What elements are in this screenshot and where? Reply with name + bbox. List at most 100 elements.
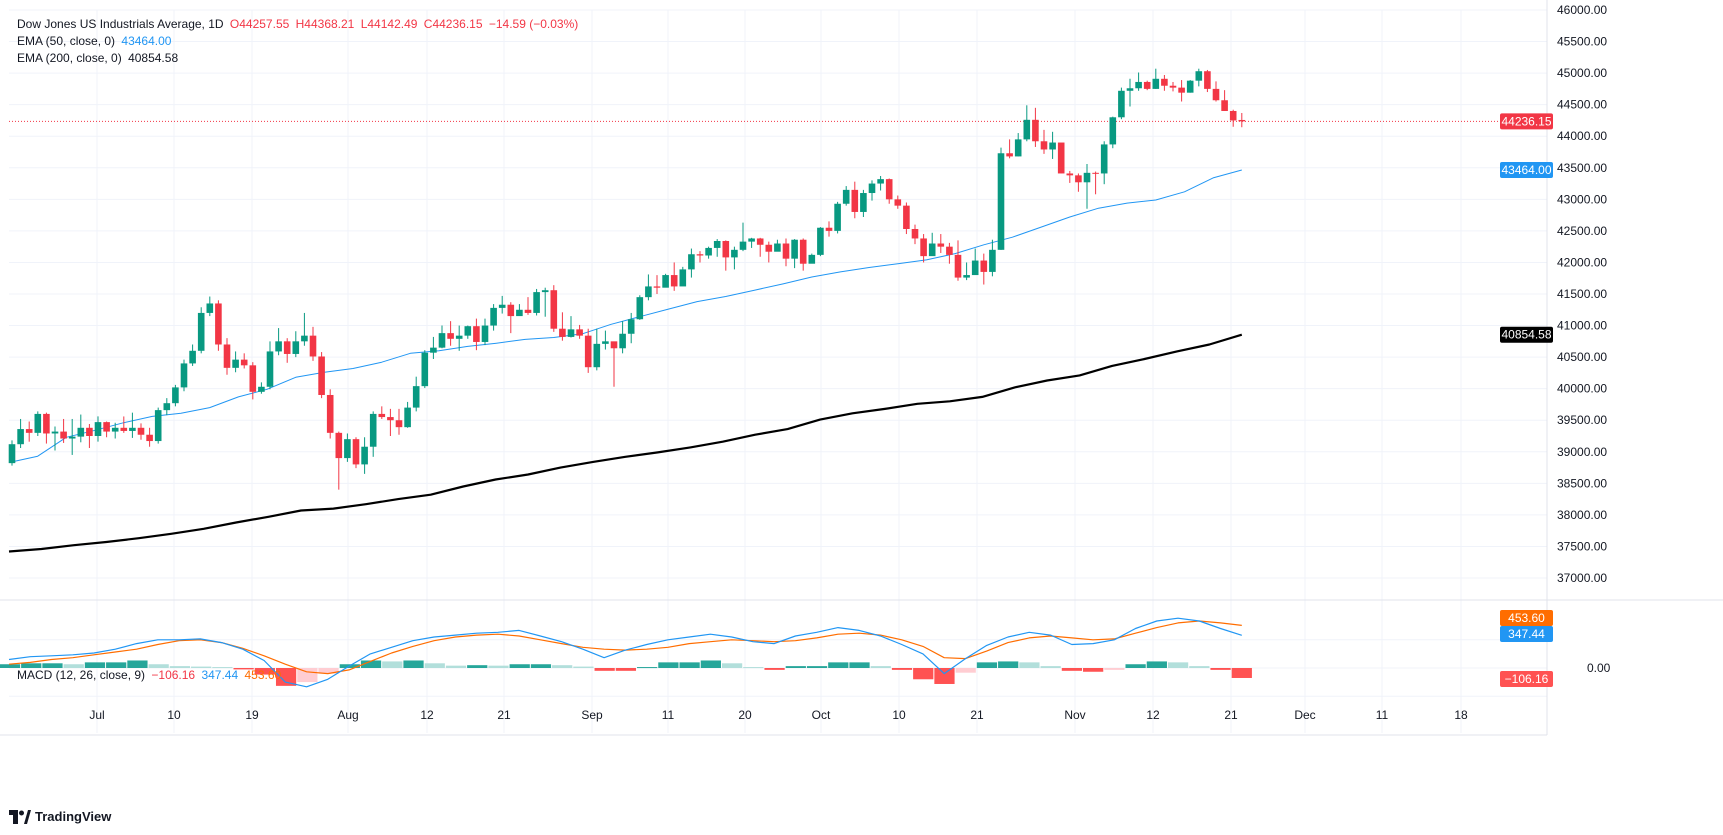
macd-signal-badge: 453.60	[1500, 610, 1553, 626]
candle-body	[688, 254, 695, 270]
ema200-badge: 40854.58	[1500, 326, 1553, 343]
candle-body	[51, 431, 59, 434]
candle-body	[971, 260, 979, 276]
candle	[369, 411, 377, 457]
candle-body	[1135, 81, 1142, 89]
macd-histogram-bar	[509, 664, 530, 668]
macd-histogram-bar	[955, 668, 976, 673]
macd-histogram-bar	[191, 666, 212, 668]
candle	[782, 238, 790, 267]
candle	[249, 362, 257, 400]
candle	[438, 325, 446, 349]
candle	[1032, 107, 1039, 147]
y-tick-label: 46000.00	[1557, 3, 1607, 17]
candle-body	[868, 183, 876, 194]
candle	[352, 437, 360, 469]
candle-body	[1014, 139, 1022, 157]
macd-histogram-bar	[764, 668, 785, 670]
macd-histogram-bar	[169, 666, 191, 668]
candle	[1023, 105, 1031, 142]
candle	[395, 408, 403, 435]
open-value: O44257.55	[229, 17, 290, 31]
candle-body	[275, 341, 282, 352]
candle	[1040, 129, 1048, 154]
ema200-badge-text: 40854.58	[1501, 328, 1551, 342]
ema200-badge-bg	[1500, 326, 1553, 343]
candle	[1118, 87, 1125, 120]
candle	[215, 300, 222, 351]
candle-body	[473, 326, 480, 342]
candle	[688, 248, 695, 278]
ema200-legend[interactable]: EMA (200, close, 0) 40854.58	[17, 51, 181, 66]
ema50-line	[8, 169, 1242, 463]
candle	[1075, 173, 1082, 192]
candle	[464, 325, 472, 339]
candle-body	[25, 429, 33, 433]
candle	[679, 266, 687, 287]
candle-body	[1006, 153, 1013, 157]
macd-histogram-bar	[828, 662, 849, 668]
macd-histogram-bar	[84, 662, 106, 668]
candle	[430, 336, 437, 360]
macd-histogram-bar	[297, 668, 318, 683]
candle	[731, 246, 738, 270]
candle-body	[1109, 117, 1117, 145]
candle-body	[954, 254, 962, 278]
macd-histogram-bar	[870, 666, 891, 668]
ema50-badge-text: 43464.00	[1501, 163, 1551, 177]
x-tick-label: 12	[1146, 708, 1160, 722]
symbol-title[interactable]: Dow Jones US Industrials Average, 1D	[17, 17, 224, 31]
ema50-legend[interactable]: EMA (50, close, 0) 43464.00	[17, 34, 174, 49]
candle	[1169, 81, 1177, 92]
candle-body	[756, 238, 764, 245]
macd-histogram-bar	[360, 660, 382, 668]
macd-histogram-bar	[0, 664, 21, 668]
candle	[997, 147, 1005, 250]
candle-body	[885, 179, 893, 200]
tradingview-brand[interactable]: TradingView	[9, 809, 111, 824]
ema50-label: EMA (50, close, 0)	[17, 34, 116, 48]
candle	[636, 295, 644, 320]
candle-body	[266, 351, 274, 387]
macd-legend[interactable]: MACD (12, 26, close, 9) −106.16 347.44 4…	[17, 668, 284, 683]
candle-body	[1143, 81, 1151, 89]
candle	[1238, 112, 1246, 128]
macd-histogram-bar	[679, 662, 700, 668]
macd-histogram-bar	[1019, 662, 1040, 668]
candle-body	[1169, 85, 1177, 88]
y-tick-label: 37500.00	[1557, 539, 1607, 553]
macd-histogram-bar	[594, 668, 615, 671]
candle-body	[344, 439, 351, 459]
candle	[774, 239, 781, 252]
candle	[120, 416, 128, 433]
candle	[1006, 139, 1013, 159]
x-tick-label: Sep	[581, 708, 603, 722]
macd-histogram-bar	[275, 668, 297, 686]
candle	[206, 296, 214, 317]
candle-body	[68, 436, 76, 439]
candle	[318, 352, 325, 399]
candle-body	[154, 410, 162, 442]
candle	[842, 186, 850, 206]
candle	[481, 318, 489, 346]
candle-body	[834, 203, 841, 231]
macd-histogram-bar	[998, 661, 1019, 668]
candle	[885, 178, 893, 204]
macd-histogram-bar	[21, 663, 42, 668]
candle	[378, 406, 386, 419]
x-tick-label: 18	[1454, 708, 1468, 722]
candle	[258, 382, 265, 394]
candle	[34, 411, 42, 436]
candle-body	[1100, 144, 1108, 174]
x-tick-label: 11	[662, 708, 675, 722]
candle-body	[1092, 172, 1099, 174]
candle-body	[696, 254, 704, 256]
y-tick-label: 38500.00	[1557, 476, 1607, 490]
macd-signal-badge-text: 453.60	[1508, 611, 1545, 625]
candle	[1109, 116, 1117, 149]
candle	[653, 275, 661, 294]
candle-body	[619, 333, 626, 349]
candle	[602, 330, 609, 350]
candle	[911, 224, 919, 245]
